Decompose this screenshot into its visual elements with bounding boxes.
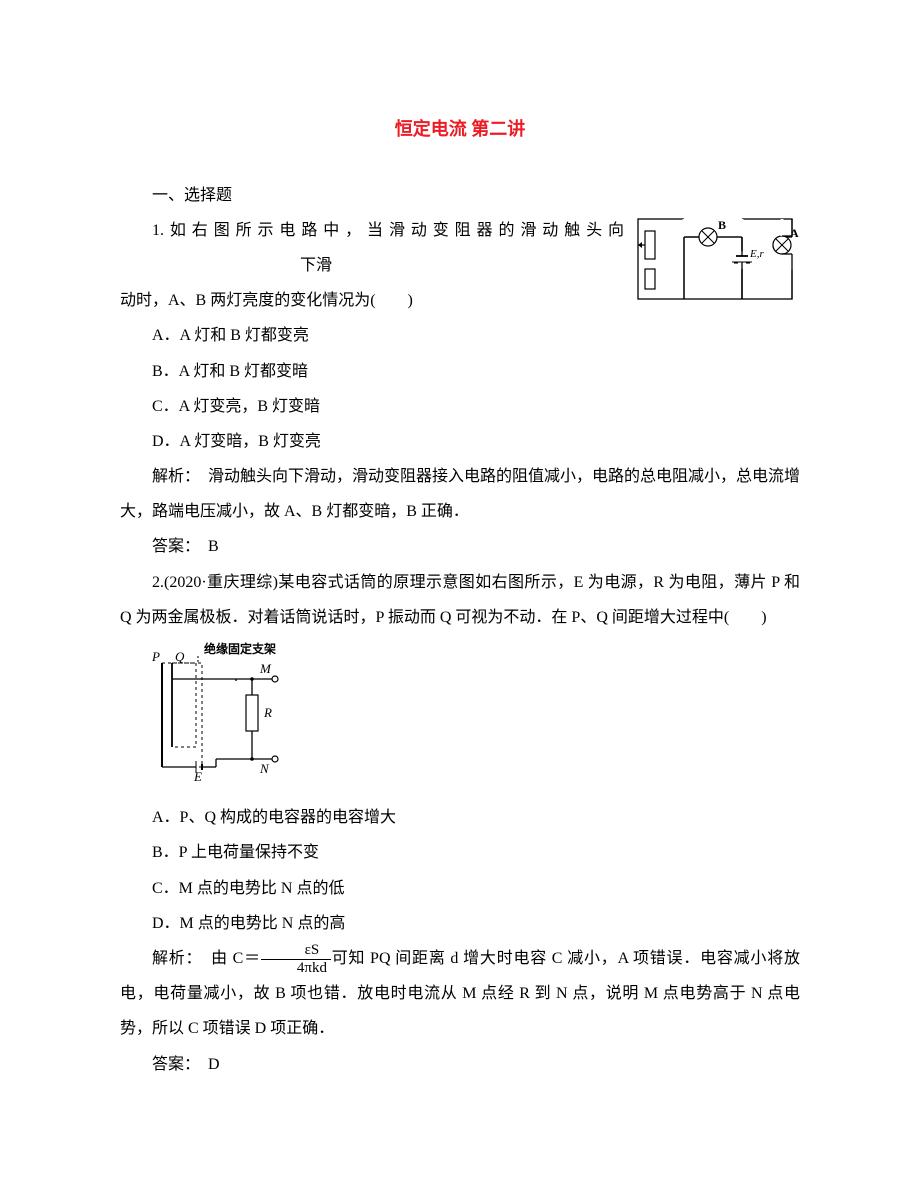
q2-label-top: 绝缘固定支架: [204, 641, 276, 656]
q1-option-c: C．A 灯变亮，B 灯变暗: [120, 389, 800, 424]
q1-option-a: A．A 灯和 B 灯都变亮: [120, 318, 800, 353]
q2-option-b: B．P 上电荷量保持不变: [120, 835, 800, 870]
page-title: 恒定电流 第二讲: [120, 110, 800, 150]
q2-figure: 绝缘固定支架 P Q M R N: [152, 641, 800, 794]
q2-label-m: M: [259, 661, 272, 676]
q2-label-r: R: [263, 705, 272, 720]
q2-explanation: 解析： 由 C＝εS4πkd可知 PQ 间距离 d 增大时电容 C 减小，A 项…: [120, 941, 800, 1047]
q1-explanation: 解析： 滑动触头向下滑动，滑动变阻器接入电路的阻值减小，电路的总电阻减小，总电流…: [120, 459, 800, 529]
section-heading: 一、选择题: [120, 178, 800, 213]
q1-answer: 答案： B: [120, 529, 800, 564]
q1-label-er: E,r: [749, 248, 764, 260]
q1-label-b: B: [718, 218, 726, 232]
q1-option-d: D．A 灯变暗，B 灯变亮: [120, 424, 800, 459]
q2-label-p: P: [152, 649, 160, 664]
q2-option-d: D．M 点的电势比 N 点的高: [120, 906, 800, 941]
q1-label-a: A: [790, 226, 799, 240]
q2-option-a: A．P、Q 构成的电容器的电容增大: [120, 800, 800, 835]
q2-label-e: E: [193, 769, 202, 781]
title-text: 恒定电流 第二讲: [395, 119, 526, 139]
q2-option-c: C．M 点的电势比 N 点的低: [120, 871, 800, 906]
question-1: B E,r A: [120, 213, 800, 565]
q1-option-b: B．A 灯和 B 灯都变暗: [120, 354, 800, 389]
q2-stem: 2.(2020·重庆理综)某电容式话筒的原理示意图如右图所示，E 为电源，R 为…: [120, 565, 800, 635]
q1-figure: B E,r A: [630, 209, 800, 322]
fraction: εS4πkd: [261, 942, 331, 976]
q2-label-n: N: [259, 761, 270, 776]
q2-label-q: Q: [175, 649, 185, 664]
q2-answer: 答案： D: [120, 1047, 800, 1082]
question-2: 2.(2020·重庆理综)某电容式话筒的原理示意图如右图所示，E 为电源，R 为…: [120, 565, 800, 1082]
